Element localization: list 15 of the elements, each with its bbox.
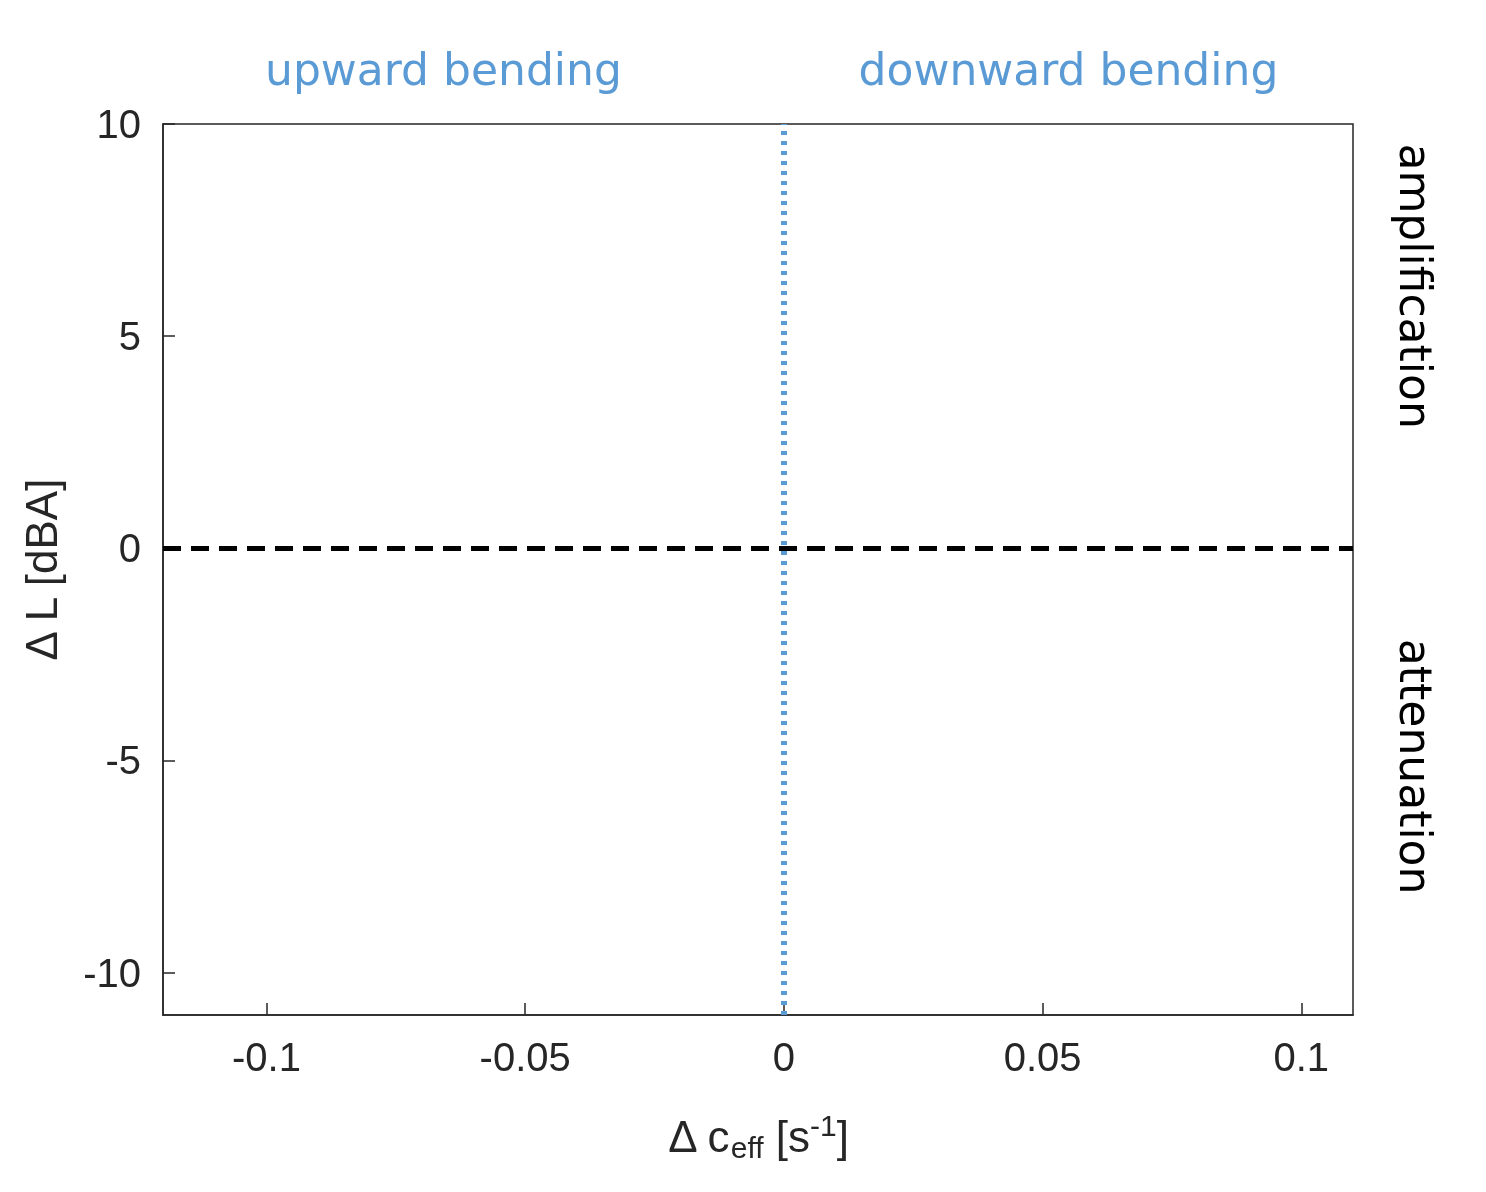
x-tick-label: 0.05 <box>1003 1035 1082 1079</box>
text: downward bending <box>858 43 1279 95</box>
x-tick-label: 0 <box>772 1035 795 1079</box>
y-tick-label: 5 <box>118 314 141 359</box>
text: amplification <box>1389 143 1441 429</box>
y-axis-title: Δ L [dBA] <box>16 478 66 661</box>
x-tick-label: 0.1 <box>1273 1035 1330 1079</box>
y-tick-label: 0 <box>118 526 141 571</box>
x-tick-label: -0.05 <box>479 1035 571 1079</box>
text: upward bending <box>265 43 622 95</box>
y-tick-label: 10 <box>96 102 141 146</box>
y-tick-label: -10 <box>83 950 141 995</box>
x-tick-label: -0.1 <box>232 1035 301 1079</box>
text: attenuation <box>1389 638 1441 895</box>
y-tick-label: -5 <box>105 738 141 783</box>
